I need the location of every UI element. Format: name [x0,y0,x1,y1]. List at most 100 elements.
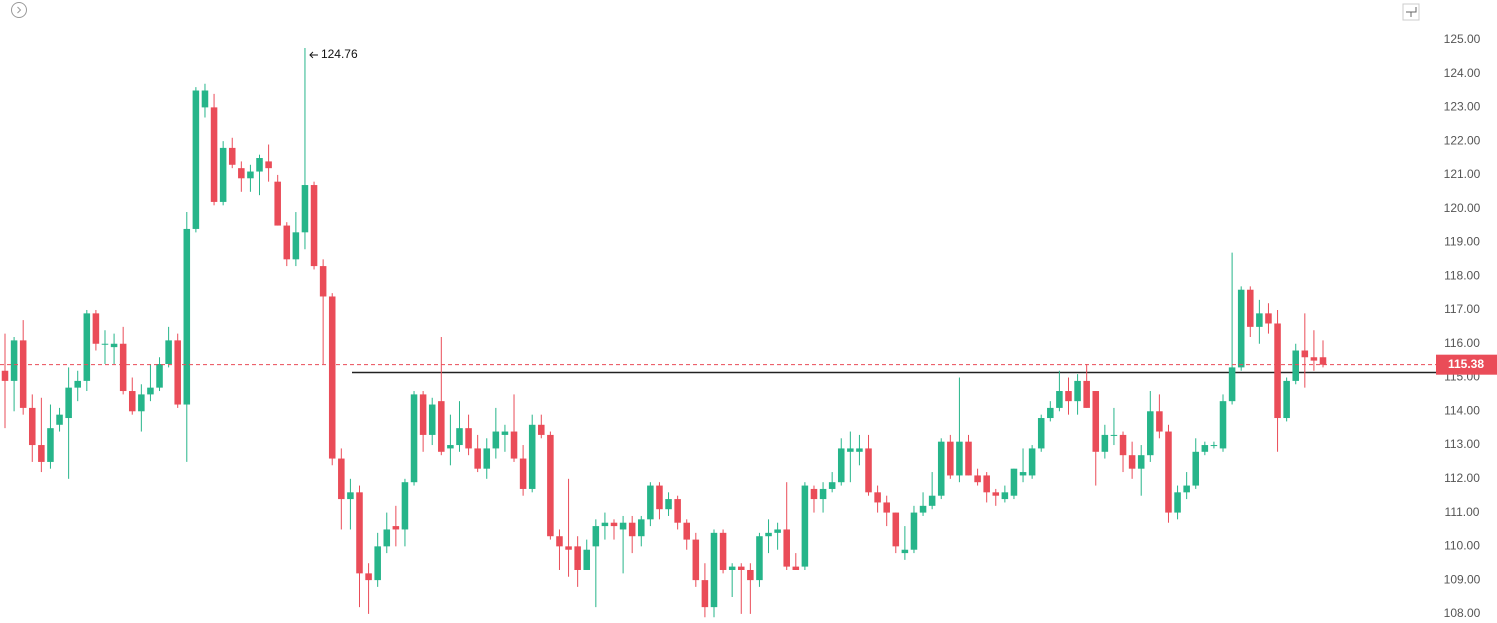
candle-body [728,566,736,570]
candle-body [119,343,127,392]
candle-body [856,448,863,452]
candle-body [374,546,381,581]
candle-body [737,566,745,570]
candle-body [392,526,400,530]
candle-body [56,414,63,425]
candle-body [147,387,154,395]
candle-body [1274,323,1281,419]
expand-icon-arrow [17,6,22,14]
candle-body [1237,289,1245,368]
candle-body [1110,434,1118,436]
candle-body [1219,401,1227,449]
candle-body [219,147,227,202]
candle-body [428,404,436,435]
candle-body [156,364,163,388]
candle-body [1001,492,1009,500]
candle-body [665,499,672,510]
candle-body [1101,434,1109,452]
candle-body [28,407,36,446]
candle-body [301,185,309,233]
candle-body [965,441,972,476]
candle-body [1083,380,1090,408]
candle-body [628,522,636,537]
y-tick-label: 123.00 [1444,100,1481,114]
candle-body [1256,313,1263,327]
candle-body [701,580,709,608]
candle-body [1183,485,1190,493]
candle-body [1028,448,1036,476]
candle-body [1165,431,1172,513]
candle-body [747,569,754,581]
candle-body [256,158,263,172]
candle-body [92,313,100,344]
candle-body [401,482,409,530]
candle-body [1,370,9,381]
y-tick-label: 113.00 [1444,437,1480,451]
candle-body [47,428,54,462]
candle-body [1074,380,1081,402]
candle-body [947,441,954,476]
candle-body [810,488,818,500]
candle-body [792,566,800,570]
candle-body [519,458,527,489]
candle-body [692,539,700,581]
candle-body [847,448,854,452]
fullscreen-button[interactable] [1402,3,1420,21]
candle-body [1310,357,1318,361]
candle-body [547,434,554,537]
candle-body [528,424,536,489]
candle-body [19,340,27,408]
candle-body [365,573,372,581]
candle-body [1201,445,1209,452]
candle-body [283,225,291,260]
candle-body [1019,472,1027,476]
y-tick-label: 118.00 [1444,268,1480,282]
candle-body [1156,411,1163,432]
candle-body [892,512,900,547]
candle-body [74,380,81,388]
candle-body [1301,350,1309,358]
candle-body [928,495,936,506]
candle-body [174,340,181,405]
y-tick-label: 114.00 [1444,403,1480,417]
y-tick-label: 109.00 [1444,572,1481,586]
candle-body [956,441,963,476]
candle-body [992,492,1000,496]
candle-body [328,296,336,459]
candle-body [38,445,45,462]
y-tick-label: 108.00 [1444,606,1481,620]
candle-body [1147,411,1154,456]
candle-body [192,90,200,229]
candle-body [774,529,781,533]
candle-body [128,391,136,412]
expand-icon[interactable] [11,2,27,18]
candle-body [974,475,981,483]
candle-body [510,431,518,459]
candle-body [619,522,627,530]
candle-body [719,532,727,570]
candle-body [656,485,663,510]
candle-body [574,546,581,570]
candle-body [110,343,118,348]
candle-body [183,228,191,405]
candle-body [501,431,509,435]
y-tick-label: 116.00 [1444,336,1480,350]
candle-body [483,448,491,469]
fullscreen-icon [1406,7,1417,17]
candle-body [438,401,445,452]
candle-body [538,424,545,435]
candle-body [83,313,91,381]
candle-body [228,147,236,165]
candle-body [492,431,500,449]
candle-body [556,536,563,547]
candle-body [474,448,481,469]
candle-body [247,171,254,179]
candle-body [310,185,318,267]
last-price-label: 115.38 [1448,357,1484,371]
candle-body [610,522,618,527]
candle-body [138,394,145,412]
y-tick-label: 121.00 [1444,167,1481,181]
candle-body [1092,391,1100,452]
candle-body [1283,380,1290,419]
